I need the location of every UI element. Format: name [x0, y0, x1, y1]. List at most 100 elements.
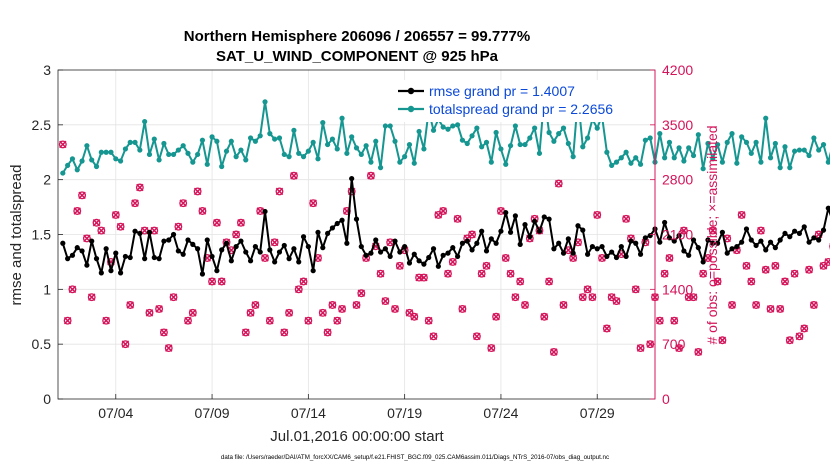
totalspread-point	[826, 160, 830, 165]
y-tick-label-left: 1.5	[32, 227, 52, 243]
rmse-point	[792, 229, 797, 234]
y-tick-label-right: 0	[662, 391, 670, 407]
rmse-point	[474, 241, 479, 246]
rmse-point	[797, 231, 802, 236]
rmse-point	[821, 228, 826, 233]
rmse-point	[580, 228, 585, 233]
rmse-point	[60, 241, 65, 246]
totalspread-point	[157, 157, 162, 162]
rmse-point	[465, 238, 470, 243]
rmse-point	[662, 220, 667, 225]
y-tick-label-right: 700	[662, 336, 686, 352]
totalspread-point	[392, 139, 397, 144]
rmse-point	[585, 252, 590, 257]
rmse-point	[262, 209, 267, 214]
totalspread-point	[522, 142, 527, 147]
obs-assimilated-marker	[748, 278, 754, 284]
totalspread-point	[147, 152, 152, 157]
rmse-point	[224, 241, 229, 246]
chart-title: Northern Hemisphere 206096 / 206557 = 99…	[184, 28, 530, 45]
obs-assimilated-marker	[782, 278, 788, 284]
totalspread-point	[195, 152, 200, 157]
y-tick-label-right: 2800	[662, 172, 693, 188]
totalspread-point	[441, 124, 446, 129]
totalspread-point	[224, 149, 229, 154]
rmse-point	[373, 237, 378, 242]
totalspread-point	[681, 158, 686, 163]
rmse-point	[388, 254, 393, 259]
rmse-point	[513, 213, 518, 218]
rmse-point	[638, 252, 643, 257]
rmse-point	[686, 253, 691, 258]
rmse-point	[546, 217, 551, 222]
rmse-point	[181, 252, 186, 257]
x-tick-label: 07/29	[580, 405, 615, 421]
totalspread-point	[397, 160, 402, 165]
totalspread-point	[383, 123, 388, 128]
rmse-point	[590, 244, 595, 249]
totalspread-point	[118, 158, 123, 163]
totalspread-point	[123, 146, 128, 151]
totalspread-point	[89, 157, 94, 162]
rmse-point	[291, 246, 296, 251]
totalspread-point	[676, 145, 681, 150]
totalspread-point	[725, 140, 730, 145]
totalspread-point	[739, 134, 744, 139]
totalspread-point	[561, 126, 566, 131]
totalspread-point	[94, 164, 99, 169]
totalspread-point	[99, 150, 104, 155]
obs-assimilated-marker	[811, 302, 817, 308]
rmse-point	[575, 223, 580, 228]
rmse-point	[205, 237, 210, 242]
rmse-point	[739, 240, 744, 245]
rmse-point	[219, 247, 224, 252]
totalspread-point	[325, 142, 330, 147]
totalspread-point	[691, 153, 696, 158]
obs-assimilated-marker	[806, 267, 812, 273]
totalspread-point	[421, 146, 426, 151]
rmse-point	[282, 243, 287, 248]
rmse-point	[248, 258, 253, 263]
totalspread-point	[234, 154, 239, 159]
chart-subtitle: SAT_U_WIND_COMPONENT @ 925 hPa	[216, 48, 499, 65]
totalspread-point	[315, 156, 320, 161]
rmse-point	[787, 234, 792, 239]
totalspread-point	[190, 160, 195, 165]
totalspread-point	[609, 163, 614, 168]
rmse-point	[272, 259, 277, 264]
rmse-point	[344, 241, 349, 246]
totalspread-point	[339, 116, 344, 121]
rmse-point	[619, 244, 624, 249]
rmse-point	[267, 247, 272, 252]
totalspread-point	[778, 165, 783, 170]
rmse-point	[123, 254, 128, 259]
rmse-point	[768, 240, 773, 245]
totalspread-point	[792, 149, 797, 154]
totalspread-point	[604, 150, 609, 155]
rmse-point	[137, 231, 142, 236]
legend-spread-label: totalspread grand pr = 2.2656	[429, 101, 613, 117]
totalspread-point	[465, 141, 470, 146]
totalspread-point	[142, 119, 147, 124]
rmse-point	[450, 245, 455, 250]
rmse-point	[132, 229, 137, 234]
totalspread-point	[811, 135, 816, 140]
rmse-point	[200, 271, 205, 276]
rmse-point	[503, 210, 508, 215]
totalspread-point	[65, 163, 70, 168]
rmse-point	[330, 225, 335, 230]
rmse-point	[84, 263, 89, 268]
rmse-point	[359, 244, 364, 249]
totalspread-point	[720, 160, 725, 165]
obs-assimilated-marker	[777, 306, 783, 312]
x-tick-label: 07/19	[387, 405, 422, 421]
totalspread-point	[768, 155, 773, 160]
rmse-point	[147, 230, 152, 235]
rmse-point	[460, 241, 465, 246]
rmse-point	[681, 248, 686, 253]
rmse-point	[445, 251, 450, 256]
rmse-point	[522, 222, 527, 227]
totalspread-point	[128, 140, 133, 145]
totalspread-point	[132, 140, 137, 145]
